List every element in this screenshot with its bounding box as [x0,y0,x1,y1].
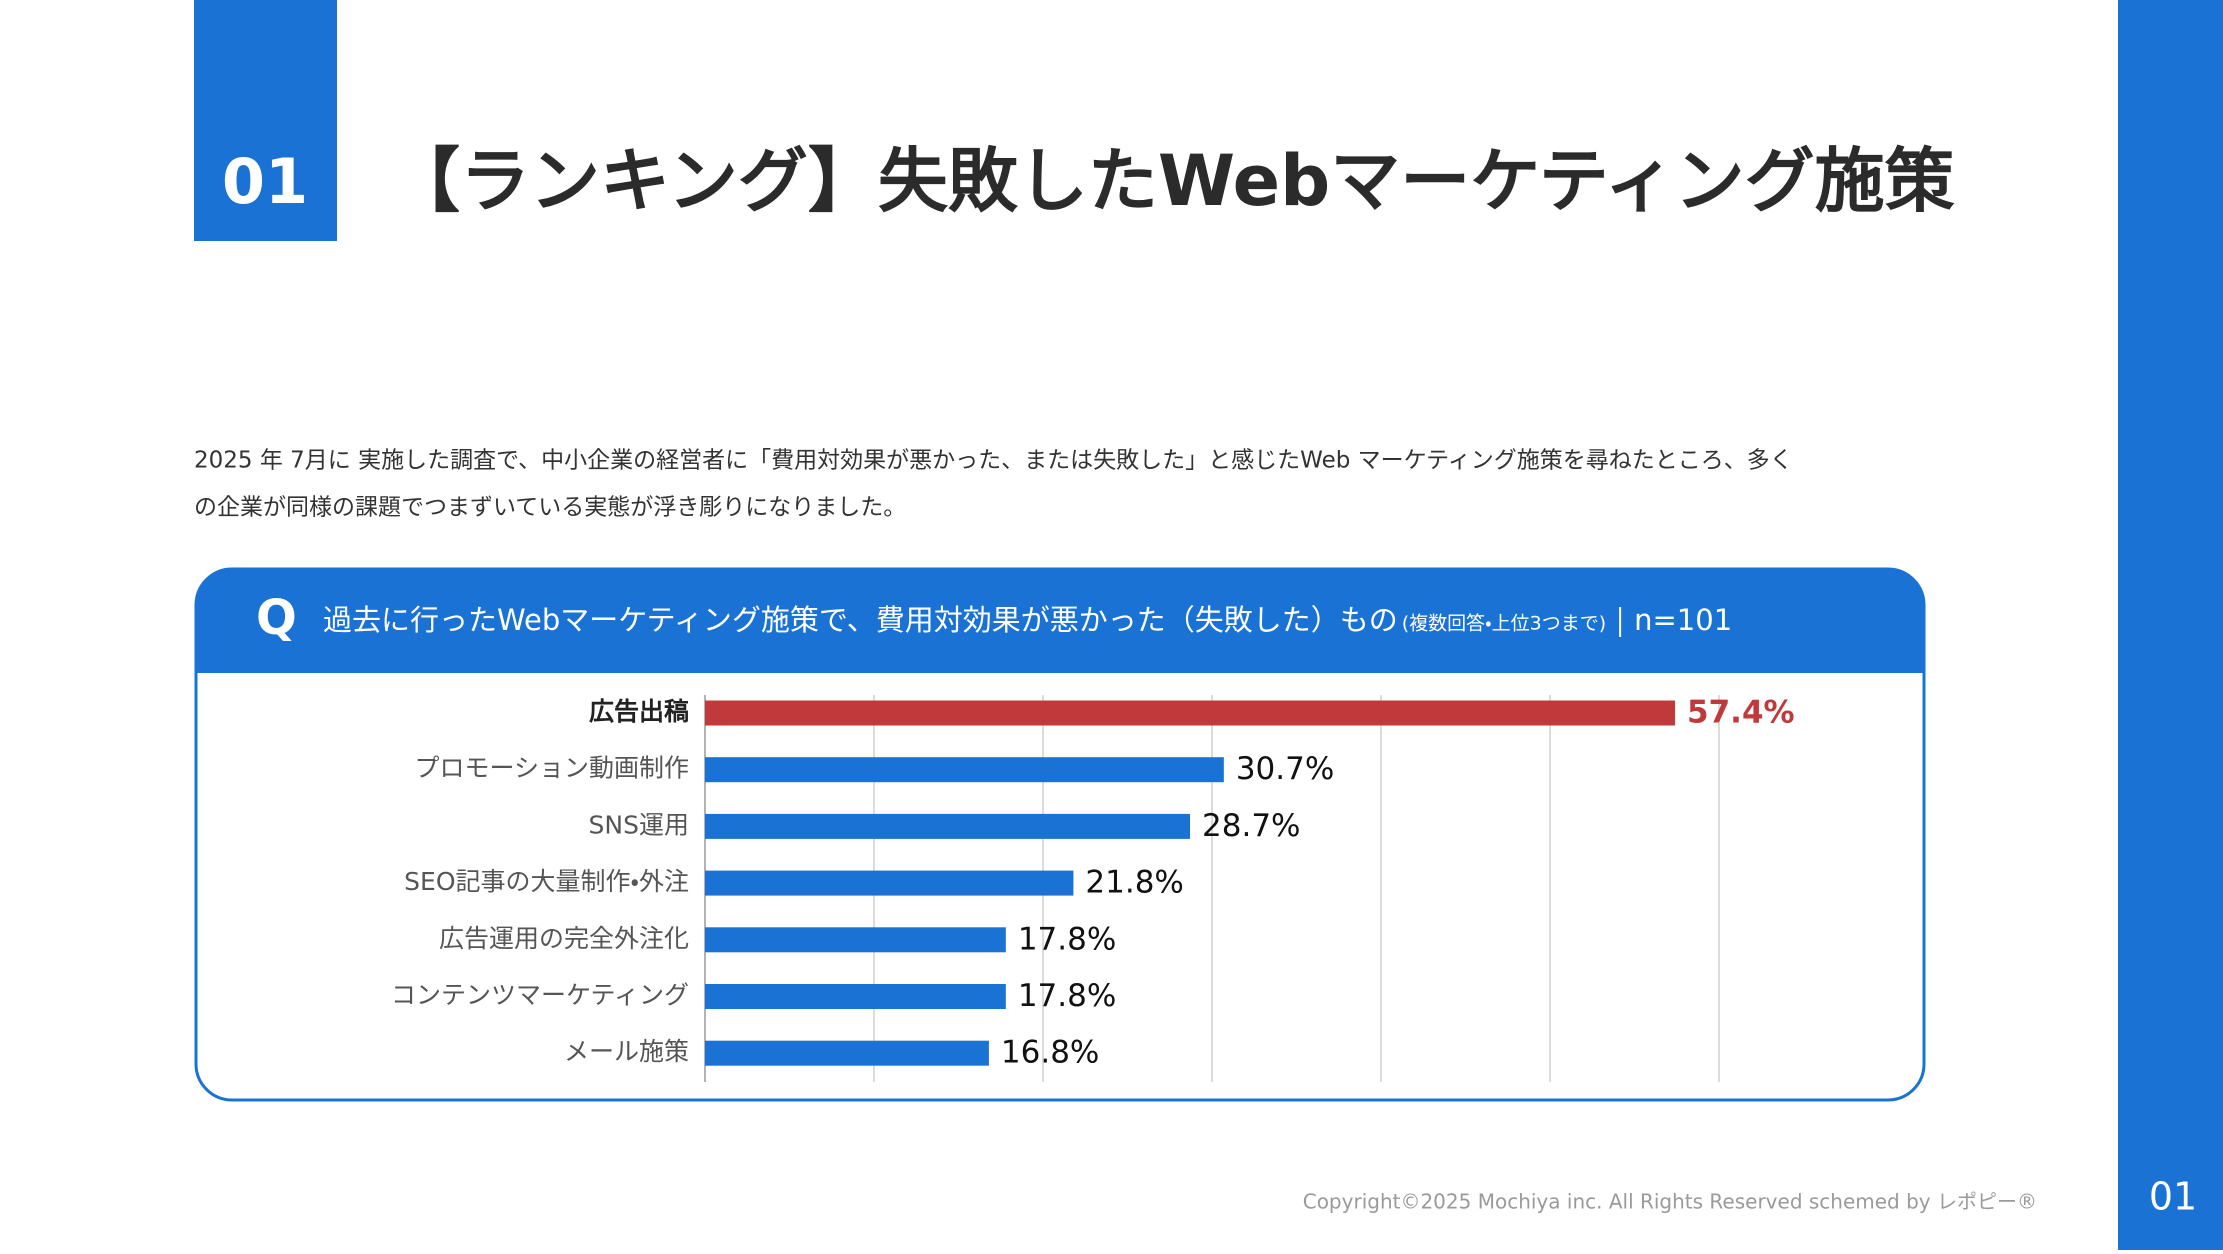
side-band [2118,0,2223,1250]
chart: 広告出稿 57.4% プロモーション動画制作 30.7% SNS運用 28.7% SEO記事… [391,695,1795,1082]
value-label: 17.8% [1018,978,1116,1014]
value-label: 17.8% [1018,921,1116,957]
card-header [196,569,1924,673]
bar [705,984,1006,1009]
sample-size: n=101 [1634,603,1732,637]
bar [705,700,1676,726]
category-label: SNS運用 [589,810,689,839]
section-number: 01 [222,145,308,218]
description-line: 2025 年 7月に 実施した調査で、中小企業の経営者に「費用対効果が悪かった、… [194,448,1793,474]
copyright: Copyright©2025 Mochiya inc. All Rights R… [1303,1190,2037,1214]
bar [705,1040,989,1066]
category-label: SEO記事の大量制作・外注 [404,867,689,896]
value-label: 16.8% [1001,1035,1099,1071]
category-label: コンテンツマーケティング [391,981,689,1010]
category-label: 広告出稿 [589,697,689,726]
description-line: の企業が同様の課題でつまずいている実態が浮き彫りになりました。 [194,495,906,521]
question-note: (複数回答・上位3つまで) [1402,613,1606,635]
bar [705,757,1224,783]
page-number: 01 [2149,1175,2197,1219]
question-text: 過去に行ったWebマーケティング施策で、費用対効果が悪かった（失敗した）もの [323,603,1398,637]
number-box [194,0,337,241]
value-label: 30.7% [1236,751,1334,787]
category-label: 広告運用の完全外注化 [439,924,689,953]
value-label: 57.4% [1687,695,1795,731]
bar [705,927,1006,953]
question-mark: Q [256,590,297,646]
category-label: メール施策 [564,1037,689,1066]
bar [705,813,1191,839]
slide-title: 【ランキング】失敗したWebマーケティング施策 [390,140,1955,222]
value-label: 21.8% [1085,865,1183,901]
value-label: 28.7% [1202,808,1300,844]
bar [705,870,1074,896]
category-label: プロモーション動画制作 [414,754,689,783]
